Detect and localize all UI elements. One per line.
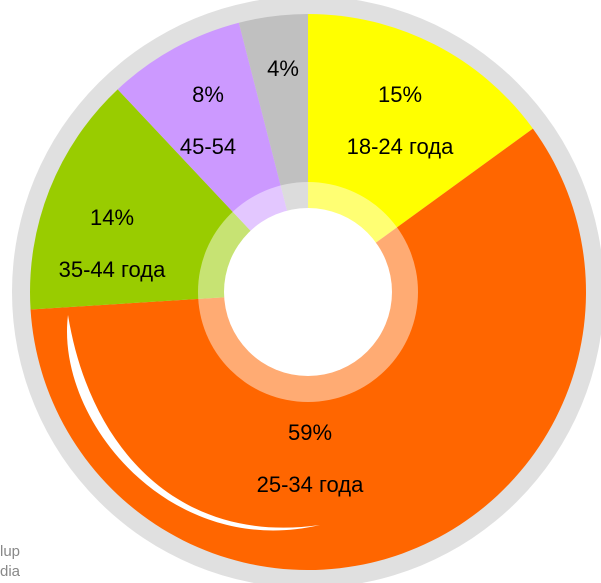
page: lup dia 15% 18-24 года 59% 25-34 года 14% 35-… xyxy=(0,0,601,583)
category-label: 25-34 года xyxy=(257,472,365,497)
value-label: 14% xyxy=(90,205,134,230)
donut-hole xyxy=(224,208,392,376)
category-label: 18-24 года xyxy=(347,134,455,159)
category-label: 35-44 года xyxy=(59,257,167,282)
value-label: 8% xyxy=(192,82,224,107)
watermark: dia xyxy=(0,563,21,580)
value-label: 4% xyxy=(267,56,299,81)
chart: lup dia 15% 18-24 года 59% 25-34 года 14% 35-… xyxy=(0,0,601,583)
watermark: lup xyxy=(0,543,20,560)
value-label: 59% xyxy=(288,420,332,445)
value-label: 15% xyxy=(378,82,422,107)
category-label: 45-54 xyxy=(180,134,236,159)
